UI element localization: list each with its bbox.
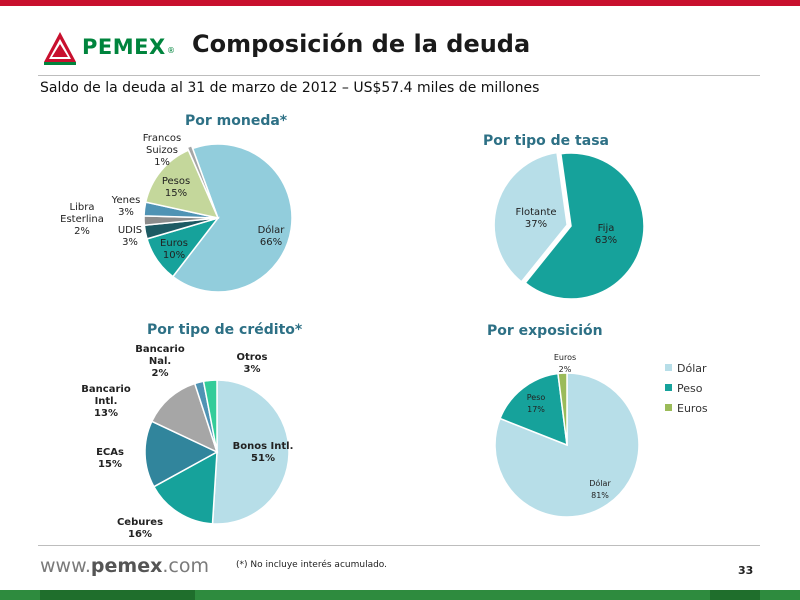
pie-slice-peso xyxy=(499,372,568,447)
website-link[interactable]: www.pemex.com xyxy=(40,555,209,577)
brand-name: PEMEX xyxy=(82,35,166,59)
slice-label-dolar: Dólar 66% xyxy=(258,224,286,248)
pie-chart-por-exposicion: Dólar 81% Peso 17% Euros 2% Dólar Peso Euros xyxy=(494,353,708,518)
registered-mark: ® xyxy=(167,46,175,55)
pie-slice-fija xyxy=(524,152,645,300)
pie-slice-euros xyxy=(557,372,568,446)
slice-label-fija: Fija 63% xyxy=(595,223,617,246)
bottom-band-segment xyxy=(710,590,760,600)
pie-chart-por-tipo-de-credito: Bonos Intl. 51% Cebures 16% ECAs 15% Bancario I… xyxy=(81,344,293,540)
website-brand: pemex xyxy=(90,555,163,577)
page-number: 33 xyxy=(738,564,754,577)
bottom-band xyxy=(0,590,800,600)
legend-label-euros: Euros xyxy=(677,402,708,415)
slice-label-yenes: Yenes 3% xyxy=(111,195,141,218)
legend-swatch-euros xyxy=(665,404,672,411)
pie-slice-francos-suizos xyxy=(186,144,218,216)
pie-slice-ecas xyxy=(144,420,219,488)
slice-label-libra-esterlina: Libra Esterlina 2% xyxy=(60,202,104,237)
legend-label-dolar: Dólar xyxy=(677,362,707,375)
slice-label-udis: UDIS 3% xyxy=(118,225,142,248)
slice-label-otros: Otros 3% xyxy=(236,352,267,375)
website-prefix: www. xyxy=(40,555,91,577)
footer-divider xyxy=(38,545,760,546)
slice-label-ecas: ECAs 15% xyxy=(96,447,124,470)
pie-slice-cebures xyxy=(152,450,218,525)
legend-swatch-dolar xyxy=(665,364,672,371)
pie-slice-dolar xyxy=(171,143,293,293)
chart-title-currency: Por moneda* xyxy=(185,113,288,129)
slice-label-bancario-nal: Bancario Nal. 2% xyxy=(135,344,185,379)
slice-label-dolar: Dólar 81% xyxy=(589,478,611,500)
footnote: (*) No incluye interés acumulado. xyxy=(236,560,388,570)
slice-label-bancario-intl: Bancario Intl. 13% xyxy=(81,384,131,419)
pie-chart-por-moneda: Dólar 66% Euros 10% UDIS 3% Libra Esterlina 2% Ye… xyxy=(60,133,293,293)
page-subtitle: Saldo de la deuda al 31 de marzo de 2012… xyxy=(40,80,540,96)
chart-legend: Dólar Peso Euros xyxy=(665,362,708,415)
pie-slice-otros xyxy=(202,379,218,453)
page-title: Composición de la deuda xyxy=(192,30,531,58)
pemex-logo: PEMEX ® xyxy=(40,28,180,68)
chart-title-rate: Por tipo de tasa xyxy=(483,133,609,149)
slice-label-peso: Peso 17% xyxy=(527,393,546,414)
pemex-eagle-icon xyxy=(44,32,76,65)
slice-label-euros: Euros 2% xyxy=(554,353,576,374)
chart-title-credit: Por tipo de crédito* xyxy=(147,322,303,338)
slice-label-euros: Euros 10% xyxy=(160,238,188,261)
chart-title-exposure: Por exposición xyxy=(487,323,603,339)
header-divider xyxy=(38,75,760,76)
pie-slice-bancario-intl xyxy=(150,382,219,454)
pie-chart-por-tipo-de-tasa: Fija 63% Flotante 37% xyxy=(493,151,645,300)
legend-label-peso: Peso xyxy=(677,382,703,395)
website-suffix: .com xyxy=(162,555,209,577)
pie-slice-bonos-intl xyxy=(211,379,290,525)
pie-slice-pesos xyxy=(144,149,220,220)
legend-swatch-peso xyxy=(665,384,672,391)
slice-label-cebures: Cebures 16% xyxy=(117,517,163,540)
bottom-band-segment xyxy=(40,590,195,600)
slice-label-francos-suizos: Francos Suizos 1% xyxy=(143,133,181,168)
top-accent-bar xyxy=(0,0,800,6)
slice-label-bonos-intl: Bonos Intl. 51% xyxy=(233,441,294,464)
pie-slice-flotante xyxy=(493,151,568,283)
slice-label-flotante: Flotante 37% xyxy=(515,207,556,230)
slice-label-pesos: Pesos 15% xyxy=(162,176,190,199)
